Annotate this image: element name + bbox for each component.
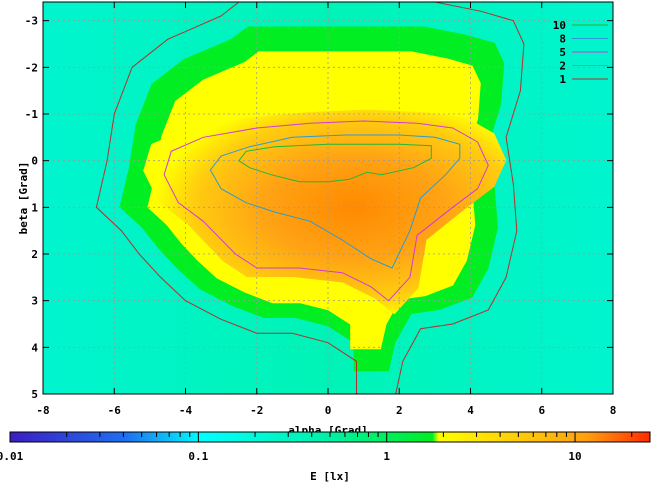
- legend-label: 8: [559, 33, 566, 46]
- colorbar-tick-label: 1: [383, 450, 390, 463]
- x-tick-label: -2: [250, 404, 263, 417]
- y-tick-label: 3: [31, 295, 38, 308]
- x-tick-label: -8: [36, 404, 49, 417]
- contour-line-5: [163, 120, 489, 302]
- x-tick-label: 2: [396, 404, 403, 417]
- colorbar-tick-label: 0.1: [188, 450, 208, 463]
- grid: [43, 2, 613, 394]
- x-tick-label: 6: [538, 404, 545, 417]
- x-tick-label: -6: [108, 404, 122, 417]
- x-axis-ticks: -8 -6 -4 -2 0 2 4 6 8: [36, 2, 616, 417]
- y-tick-label: -3: [25, 15, 38, 28]
- contour-line-1: [95, 2, 525, 394]
- contour-line-10: [238, 143, 432, 183]
- y-tick-label: 4: [31, 341, 38, 354]
- colorbar-ticks: 0.01 0.1 1 10: [0, 432, 633, 463]
- plot-area: [43, 2, 613, 394]
- colorbar-tick-label: 10: [568, 450, 581, 463]
- y-tick-label: 2: [31, 248, 38, 261]
- y-tick-label: 5: [31, 388, 38, 401]
- x-tick-label: -4: [179, 404, 193, 417]
- x-tick-label: 4: [467, 404, 474, 417]
- legend-label: 2: [559, 60, 566, 73]
- legend-label: 5: [559, 46, 566, 59]
- contour-line-8: [209, 134, 461, 269]
- contour-lines: [95, 2, 525, 394]
- y-tick-label: 0: [31, 155, 38, 168]
- x-tick-label: 8: [610, 404, 617, 417]
- colorbar-label: E [lx]: [310, 470, 350, 483]
- y-tick-label: -2: [25, 61, 38, 74]
- y-tick-label: -1: [25, 108, 39, 121]
- y-tick-label: 1: [31, 201, 38, 214]
- legend-label: 1: [559, 73, 566, 86]
- y-axis-label: beta [Grad]: [17, 162, 30, 235]
- legend-label: 10: [553, 19, 566, 32]
- colorbar: 0.01 0.1 1 10: [0, 431, 651, 463]
- x-tick-label: 0: [325, 404, 332, 417]
- colorbar-tick-label: 0.01: [0, 450, 24, 463]
